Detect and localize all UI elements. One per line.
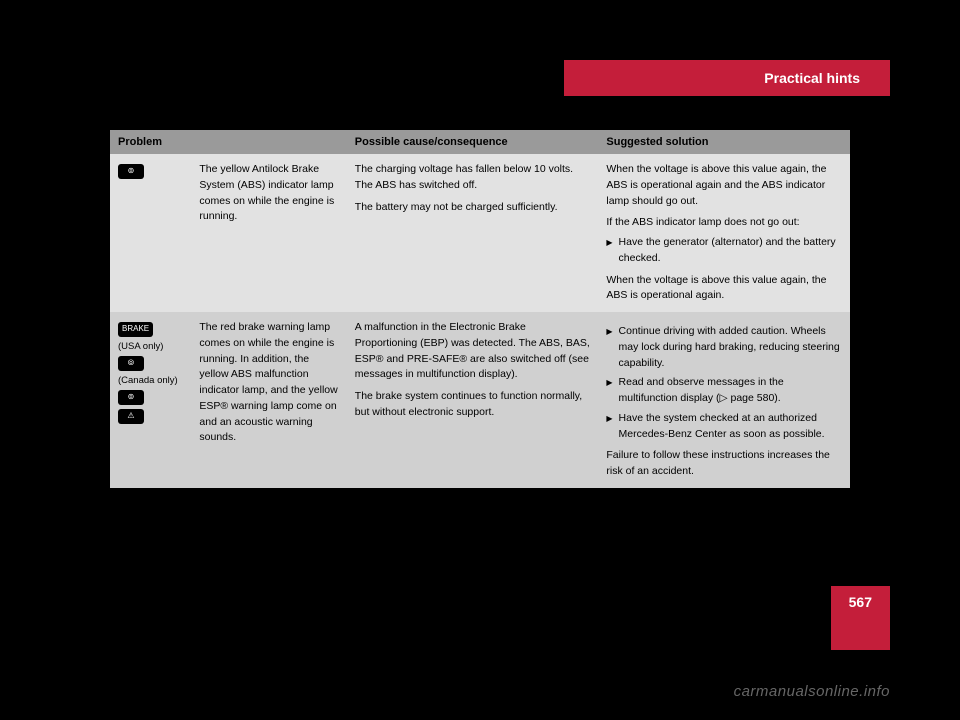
canada-label: (Canada only) xyxy=(118,375,178,386)
cause-p1: A malfunction in the Electronic Brake Pr… xyxy=(355,320,591,383)
header-tab: Practical hints xyxy=(564,60,890,96)
table-header-row: Problem Possible cause/consequence Sugge… xyxy=(110,130,850,154)
table-row: ⊚ The yellow Antilock Brake System (ABS)… xyxy=(110,154,850,312)
solution-text: When the voltage is above this value aga… xyxy=(598,154,850,312)
page-number-block: 567 xyxy=(831,586,890,650)
troubleshooting-table: Problem Possible cause/consequence Sugge… xyxy=(110,130,850,488)
sol-p1: When the voltage is above this value aga… xyxy=(606,162,842,209)
sol-bullet: Have the system checked at an authorized… xyxy=(606,411,842,443)
sol-bullet: Have the generator (alternator) and the … xyxy=(606,235,842,267)
sol-bullet: Read and observe messages in the multifu… xyxy=(606,375,842,407)
solution-text: Continue driving with added caution. Whe… xyxy=(598,312,850,488)
cause-p2: The brake system continues to function n… xyxy=(355,389,591,421)
sol-p1: Failure to follow these instructions inc… xyxy=(606,448,842,480)
cause-text: A malfunction in the Electronic Brake Pr… xyxy=(347,312,599,488)
col-header-solution: Suggested solution xyxy=(598,130,850,154)
sol-bullet: Continue driving with added caution. Whe… xyxy=(606,324,842,371)
cause-text: The charging voltage has fallen below 10… xyxy=(347,154,599,312)
sol-p2: If the ABS indicator lamp does not go ou… xyxy=(606,215,842,231)
page-number: 567 xyxy=(849,594,872,610)
brake-icon: BRAKE xyxy=(118,322,153,337)
circle-icon: ⦾ xyxy=(118,356,144,371)
problem-text: The red brake warning lamp comes on whil… xyxy=(191,312,346,488)
abs-icon: ⊚ xyxy=(118,164,144,179)
cause-p1: The charging voltage has fallen below 10… xyxy=(355,162,591,194)
cause-p2: The battery may not be charged sufficien… xyxy=(355,200,591,216)
table-row: BRAKE (USA only) ⦾ (Canada only) ⊚ ⚠ The… xyxy=(110,312,850,488)
watermark: carmanualsonline.info xyxy=(734,683,890,700)
sol-p3: When the voltage is above this value aga… xyxy=(606,273,842,305)
problem-text: The yellow Antilock Brake System (ABS) i… xyxy=(191,154,346,312)
header-title: Practical hints xyxy=(764,70,860,86)
col-header-problem: Problem xyxy=(110,130,347,154)
warning-icon: ⚠ xyxy=(118,409,144,424)
usa-label: (USA only) xyxy=(118,341,163,352)
problem-icons: ⊚ xyxy=(110,154,191,312)
problem-icons: BRAKE (USA only) ⦾ (Canada only) ⊚ ⚠ xyxy=(110,312,191,488)
abs-icon: ⊚ xyxy=(118,390,144,405)
col-header-cause: Possible cause/consequence xyxy=(347,130,599,154)
